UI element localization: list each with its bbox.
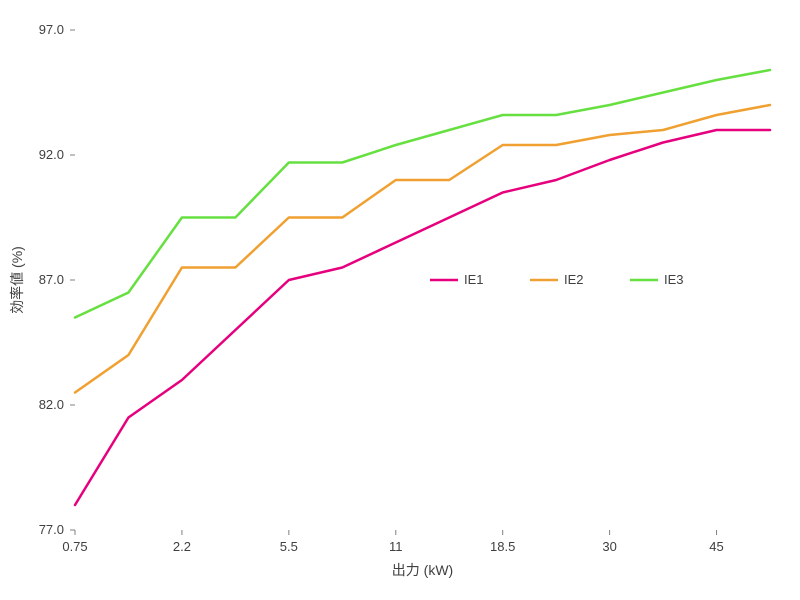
y-tick-label: 92.0 xyxy=(39,147,64,162)
series-line-IE2 xyxy=(75,105,770,393)
efficiency-line-chart: 77.0 82.0 87.0 92.0 97.0 0.75 2.2 5.5 11 18.5 30 45… xyxy=(0,0,800,600)
legend-label-IE1: IE1 xyxy=(464,272,484,287)
y-axis-label: 効率値 (%) xyxy=(9,246,25,314)
y-tick-label: 87.0 xyxy=(39,272,64,287)
x-tick-label: 5.5 xyxy=(280,539,298,554)
x-tick-label: 2.2 xyxy=(173,539,191,554)
y-tick-label: 82.0 xyxy=(39,397,64,412)
y-tick-label: 77.0 xyxy=(39,522,64,537)
x-tick-label: 0.75 xyxy=(62,539,87,554)
x-axis-label: 出力 (kW) xyxy=(392,562,453,578)
legend-label-IE3: IE3 xyxy=(664,272,684,287)
x-tick-label: 18.5 xyxy=(490,539,515,554)
x-tick-label: 45 xyxy=(709,539,723,554)
chart-svg: 77.0 82.0 87.0 92.0 97.0 0.75 2.2 5.5 11 18.5 30 45… xyxy=(0,0,800,600)
legend-label-IE2: IE2 xyxy=(564,272,584,287)
x-tick-label: 30 xyxy=(602,539,616,554)
y-tick-label: 97.0 xyxy=(39,22,64,37)
x-tick-label: 11 xyxy=(389,539,403,554)
series-line-IE1 xyxy=(75,130,770,505)
